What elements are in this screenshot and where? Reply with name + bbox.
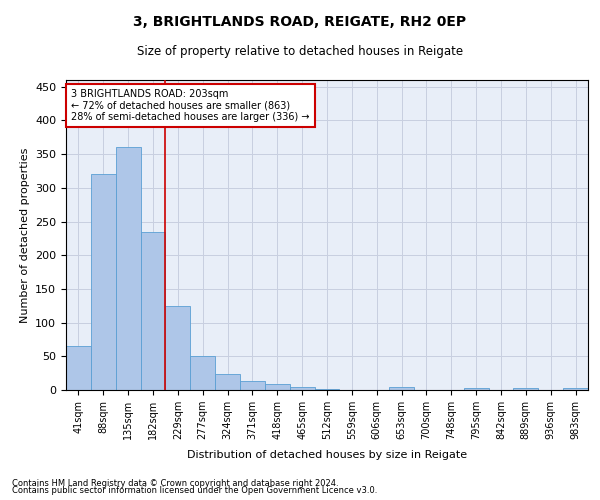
Bar — [314, 388, 340, 390]
Bar — [66, 346, 91, 390]
Bar — [265, 384, 290, 390]
Text: 3, BRIGHTLANDS ROAD, REIGATE, RH2 0EP: 3, BRIGHTLANDS ROAD, REIGATE, RH2 0EP — [133, 15, 467, 29]
Text: 3 BRIGHTLANDS ROAD: 203sqm
← 72% of detached houses are smaller (863)
28% of sem: 3 BRIGHTLANDS ROAD: 203sqm ← 72% of deta… — [71, 90, 310, 122]
Text: Size of property relative to detached houses in Reigate: Size of property relative to detached ho… — [137, 45, 463, 58]
Bar — [563, 388, 588, 390]
Bar — [91, 174, 116, 390]
Bar — [290, 386, 314, 390]
Text: Contains public sector information licensed under the Open Government Licence v3: Contains public sector information licen… — [12, 486, 377, 495]
Bar — [464, 388, 488, 390]
Text: Contains HM Land Registry data © Crown copyright and database right 2024.: Contains HM Land Registry data © Crown c… — [12, 478, 338, 488]
Bar — [140, 232, 166, 390]
X-axis label: Distribution of detached houses by size in Reigate: Distribution of detached houses by size … — [187, 450, 467, 460]
Bar — [215, 374, 240, 390]
Bar — [166, 306, 190, 390]
Bar — [389, 388, 414, 390]
Bar — [116, 148, 140, 390]
Bar — [240, 381, 265, 390]
Bar — [190, 356, 215, 390]
Bar — [514, 388, 538, 390]
Y-axis label: Number of detached properties: Number of detached properties — [20, 148, 29, 322]
